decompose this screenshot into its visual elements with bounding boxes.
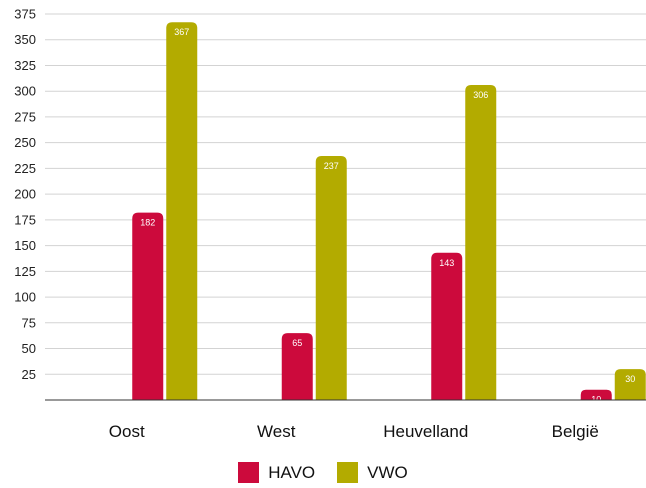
x-axis-categories: Oost West Heuvelland België	[109, 422, 599, 441]
data-label: 306	[473, 90, 488, 100]
x-category-label: België	[552, 422, 599, 441]
data-label: 237	[324, 161, 339, 171]
x-category-label: Oost	[109, 422, 145, 441]
bar-havo[interactable]	[281, 333, 313, 400]
y-tick-label: 175	[14, 212, 36, 227]
bars	[132, 22, 646, 401]
bar-havo[interactable]	[132, 212, 164, 400]
data-label: 143	[439, 258, 454, 268]
data-label: 30	[625, 374, 635, 384]
legend-label-havo: HAVO	[268, 462, 316, 482]
bar-vwo[interactable]	[614, 369, 646, 400]
y-tick-label: 275	[14, 109, 36, 124]
y-tick-label: 350	[14, 32, 36, 47]
bar-vwo[interactable]	[315, 156, 347, 400]
bar-havo[interactable]	[580, 389, 612, 400]
bar-vwo[interactable]	[166, 22, 198, 400]
y-tick-label: 325	[14, 58, 36, 73]
legend-item-havo[interactable]: HAVO	[238, 462, 315, 483]
legend-swatch-vwo	[337, 462, 359, 483]
x-category-label: Heuvelland	[383, 422, 468, 441]
bar-havo[interactable]	[431, 252, 463, 400]
y-tick-label: 225	[14, 161, 36, 176]
y-tick-label: 50	[22, 341, 36, 356]
y-tick-label: 100	[14, 290, 36, 305]
bar-vwo[interactable]	[465, 85, 497, 401]
legend-swatch-havo	[238, 462, 260, 483]
legend-label-vwo: VWO	[367, 462, 408, 482]
y-tick-label: 125	[14, 264, 36, 279]
data-label: 65	[292, 338, 302, 348]
data-label: 182	[140, 218, 155, 228]
y-tick-label: 250	[14, 135, 36, 150]
y-tick-label: 200	[14, 187, 36, 202]
y-tick-label: 150	[14, 238, 36, 253]
data-label: 367	[174, 27, 189, 37]
y-tick-label: 375	[14, 7, 36, 22]
y-tick-label: 300	[14, 84, 36, 99]
x-category-label: West	[257, 422, 296, 441]
bar-chart: 25 50 75 100 125 150 175 200 225 250 275 300 325 350 3…	[14, 7, 646, 441]
legend: HAVO VWO	[0, 462, 646, 483]
legend-item-vwo[interactable]: VWO	[337, 462, 408, 483]
y-tick-label: 25	[22, 367, 36, 382]
y-axis-ticks: 25 50 75 100 125 150 175 200 225 250 275 300 325 350 3…	[14, 7, 36, 382]
y-tick-label: 75	[22, 315, 36, 330]
